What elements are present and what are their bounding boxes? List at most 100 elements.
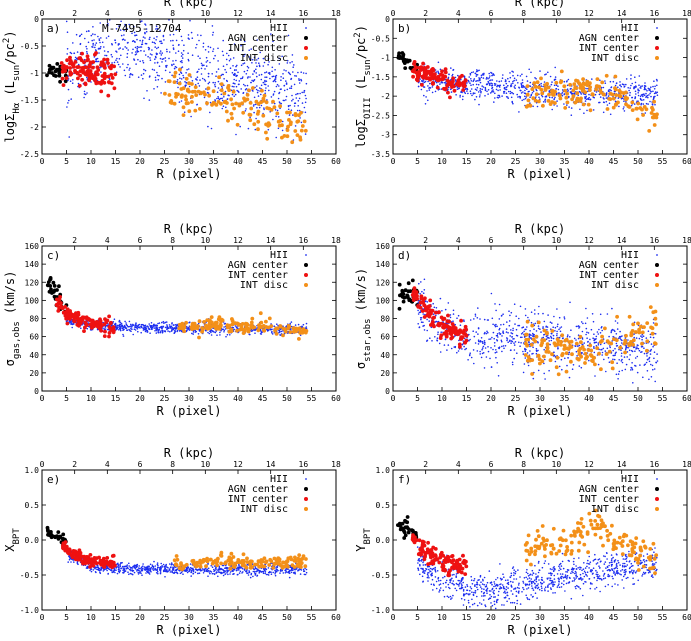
point-hii (229, 49, 231, 52)
point-int-disc (591, 359, 595, 364)
point-hii (85, 45, 87, 48)
point-int-disc (648, 305, 653, 309)
point-hii (554, 330, 556, 332)
point-hii (599, 79, 601, 82)
point-hii (528, 68, 530, 71)
point-hii (526, 80, 529, 82)
point-int-center (107, 325, 112, 329)
point-hii (627, 339, 629, 341)
point-hii (208, 332, 211, 335)
point-hii (172, 47, 175, 49)
point-hii (612, 354, 614, 357)
point-hii (186, 68, 188, 71)
point-hii (496, 334, 499, 337)
point-hii (423, 289, 426, 291)
point-hii (160, 40, 162, 42)
point-hii (168, 57, 170, 60)
point-hii (491, 86, 494, 89)
point-hii (275, 136, 278, 139)
point-hii (634, 81, 637, 84)
point-hii (304, 111, 307, 114)
point-hii (187, 68, 190, 70)
point-hii (475, 80, 477, 82)
point-hii (625, 363, 628, 366)
point-hii (514, 341, 517, 343)
point-hii (175, 325, 177, 328)
point-hii (537, 313, 540, 315)
point-hii (549, 321, 552, 324)
point-hii (162, 58, 165, 60)
point-hii (171, 63, 173, 66)
point-hii (420, 318, 422, 321)
point-hii (159, 40, 161, 43)
point-hii (140, 49, 142, 52)
point-hii (545, 73, 547, 75)
x-tick-label: 60 (331, 157, 341, 166)
point-hii (509, 314, 511, 317)
point-int-disc (290, 140, 295, 145)
point-int-disc (172, 74, 177, 79)
point-hii (563, 93, 565, 96)
point-hii (149, 332, 151, 335)
point-hii (198, 330, 201, 332)
y-tick-label: -1.5 (371, 73, 390, 82)
point-hii (495, 351, 498, 353)
point-int-disc (167, 93, 172, 97)
point-hii (77, 82, 80, 85)
point-int-disc (535, 80, 540, 85)
point-int-disc (565, 91, 569, 96)
point-hii (242, 83, 245, 86)
point-hii (583, 112, 585, 114)
point-hii (166, 64, 168, 67)
point-hii (240, 77, 242, 80)
point-int-disc (250, 316, 255, 321)
point-int-disc (181, 86, 186, 91)
point-hii (534, 322, 537, 325)
y-tick-label: -3.5 (371, 150, 390, 159)
point-hii (264, 45, 267, 48)
point-hii (253, 104, 255, 106)
point-hii (146, 331, 149, 333)
point-hii (294, 125, 297, 127)
point-int-center (98, 325, 103, 329)
point-hii (655, 92, 657, 94)
point-hii (426, 339, 429, 342)
point-hii (570, 107, 573, 109)
point-hii (585, 98, 588, 101)
point-int-disc (211, 89, 216, 94)
point-int-disc (198, 90, 203, 95)
point-hii (502, 313, 504, 316)
point-hii (597, 363, 600, 366)
point-hii (641, 351, 643, 353)
point-hii (621, 361, 624, 364)
point-hii (607, 357, 610, 359)
point-hii (422, 321, 424, 324)
point-hii (249, 333, 251, 336)
point-hii (290, 87, 293, 89)
point-hii (498, 86, 501, 88)
point-int-disc (252, 122, 257, 127)
point-hii (196, 34, 199, 36)
x-tick-label: 35 (209, 394, 219, 403)
point-hii (200, 73, 203, 75)
point-hii (131, 52, 133, 54)
point-int-center (439, 321, 444, 326)
point-hii (246, 84, 249, 87)
point-hii (207, 82, 210, 85)
point-hii (122, 335, 125, 337)
point-int-center (94, 70, 99, 75)
point-agn-center (49, 287, 53, 292)
point-hii (513, 344, 516, 346)
point-hii (459, 324, 462, 327)
point-hii (650, 90, 652, 93)
point-int-disc (614, 93, 619, 97)
point-hii (217, 47, 219, 50)
point-int-disc (288, 110, 292, 115)
point-hii (549, 343, 551, 346)
point-hii (164, 321, 167, 324)
point-hii (538, 96, 540, 99)
point-hii (255, 117, 257, 120)
point-hii (599, 332, 602, 334)
point-hii (427, 99, 429, 102)
point-hii (544, 73, 546, 76)
